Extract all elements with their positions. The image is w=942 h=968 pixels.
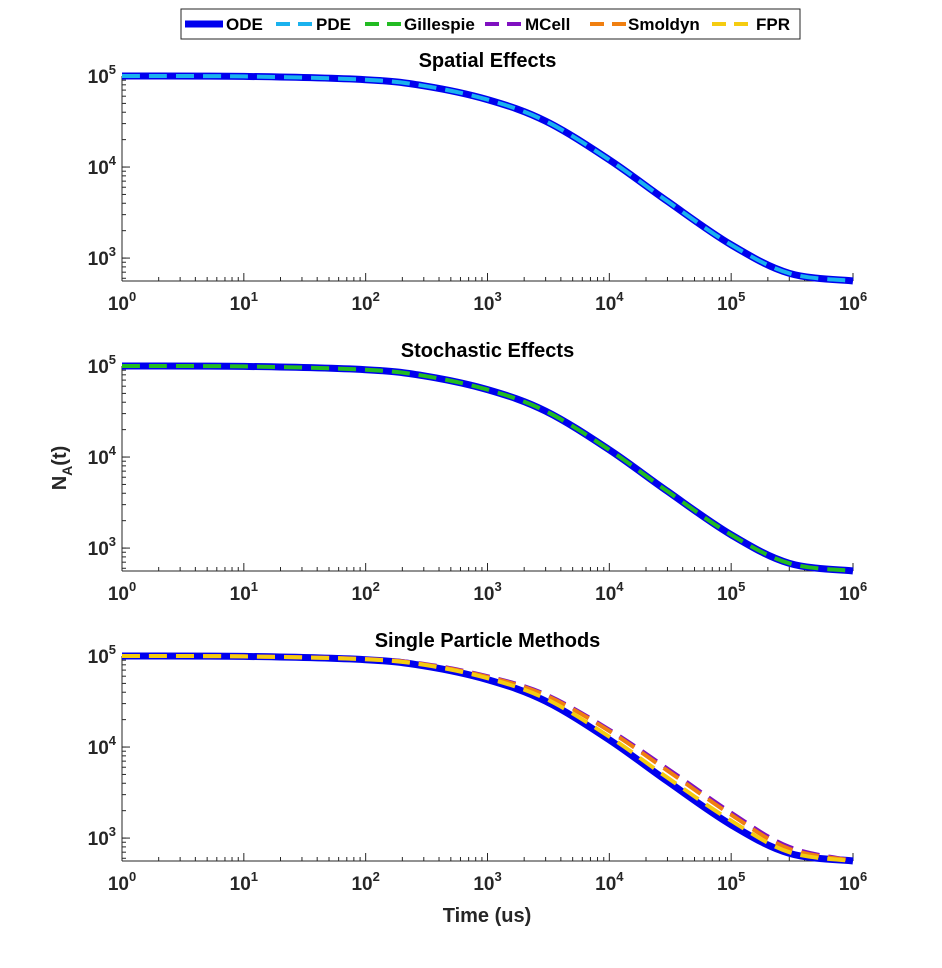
x-tick-label: 101 bbox=[230, 289, 258, 315]
x-tick-label: 105 bbox=[717, 579, 745, 605]
y-tick-label: 103 bbox=[88, 244, 116, 270]
x-tick-label: 105 bbox=[717, 869, 745, 895]
legend-label-ode: ODE bbox=[226, 15, 263, 34]
panel-title: Spatial Effects bbox=[419, 50, 557, 72]
panel-1: Spatial Effects 100 101 102 103 104 105 106 103 1… bbox=[88, 50, 868, 315]
x-tick-label: 100 bbox=[108, 579, 136, 605]
legend-label-gillespie: Gillespie bbox=[404, 15, 475, 34]
y-axis-label-base: N bbox=[49, 476, 71, 490]
x-tick-label: 105 bbox=[717, 289, 745, 315]
x-tick-label: 103 bbox=[473, 579, 501, 605]
y-tick-label: 103 bbox=[88, 824, 116, 850]
panel-2: Stochastic Effects 100 101 102 103 104 105 106 1… bbox=[88, 340, 868, 605]
x-tick-label: 102 bbox=[351, 289, 379, 315]
x-tick-label: 104 bbox=[595, 579, 624, 605]
x-tick-label: 101 bbox=[230, 869, 258, 895]
y-tick-label: 105 bbox=[88, 62, 116, 88]
x-tick-label: 106 bbox=[839, 579, 867, 605]
x-tick-label: 100 bbox=[108, 869, 136, 895]
legend-label-smoldyn: Smoldyn bbox=[628, 15, 700, 34]
x-tick-label: 102 bbox=[351, 579, 379, 605]
y-axis-label-suffix: (t) bbox=[49, 446, 71, 466]
legend-label-fpr: FPR bbox=[756, 15, 790, 34]
y-tick-label: 103 bbox=[88, 534, 116, 560]
series-line-pde bbox=[121, 74, 854, 283]
legend-label-pde: PDE bbox=[316, 15, 351, 34]
series-line-ode bbox=[121, 652, 854, 865]
x-tick-label: 103 bbox=[473, 869, 501, 895]
series-line-gillespie bbox=[121, 364, 854, 573]
x-axis-label: Time (us) bbox=[443, 905, 532, 927]
panel-title: Stochastic Effects bbox=[401, 340, 574, 362]
y-tick-label: 104 bbox=[88, 153, 117, 179]
x-tick-label: 106 bbox=[839, 289, 867, 315]
panel-3: Single Particle Methods 100 101 102 103 104 10… bbox=[88, 630, 868, 895]
x-tick-label: 101 bbox=[230, 579, 258, 605]
legend: ODE PDE Gillespie MCell Smoldyn FPR bbox=[180, 8, 801, 40]
y-tick-label: 105 bbox=[88, 642, 116, 668]
y-tick-label: 105 bbox=[88, 352, 116, 378]
x-tick-label: 102 bbox=[351, 869, 379, 895]
x-tick-label: 103 bbox=[473, 289, 501, 315]
y-tick-label: 104 bbox=[88, 733, 117, 759]
y-axis-label: NA(t) bbox=[49, 446, 75, 491]
x-tick-label: 106 bbox=[839, 869, 867, 895]
series-line-fpr bbox=[121, 654, 854, 863]
y-axis-label-sub: A bbox=[59, 466, 75, 476]
panels: Spatial Effects 100 101 102 103 104 105 106 103 1… bbox=[88, 50, 868, 895]
x-tick-label: 104 bbox=[595, 289, 624, 315]
y-tick-label: 104 bbox=[88, 443, 117, 469]
panel-title: Single Particle Methods bbox=[375, 630, 601, 652]
x-tick-label: 104 bbox=[595, 869, 624, 895]
x-tick-label: 100 bbox=[108, 289, 136, 315]
legend-label-mcell: MCell bbox=[525, 15, 570, 34]
